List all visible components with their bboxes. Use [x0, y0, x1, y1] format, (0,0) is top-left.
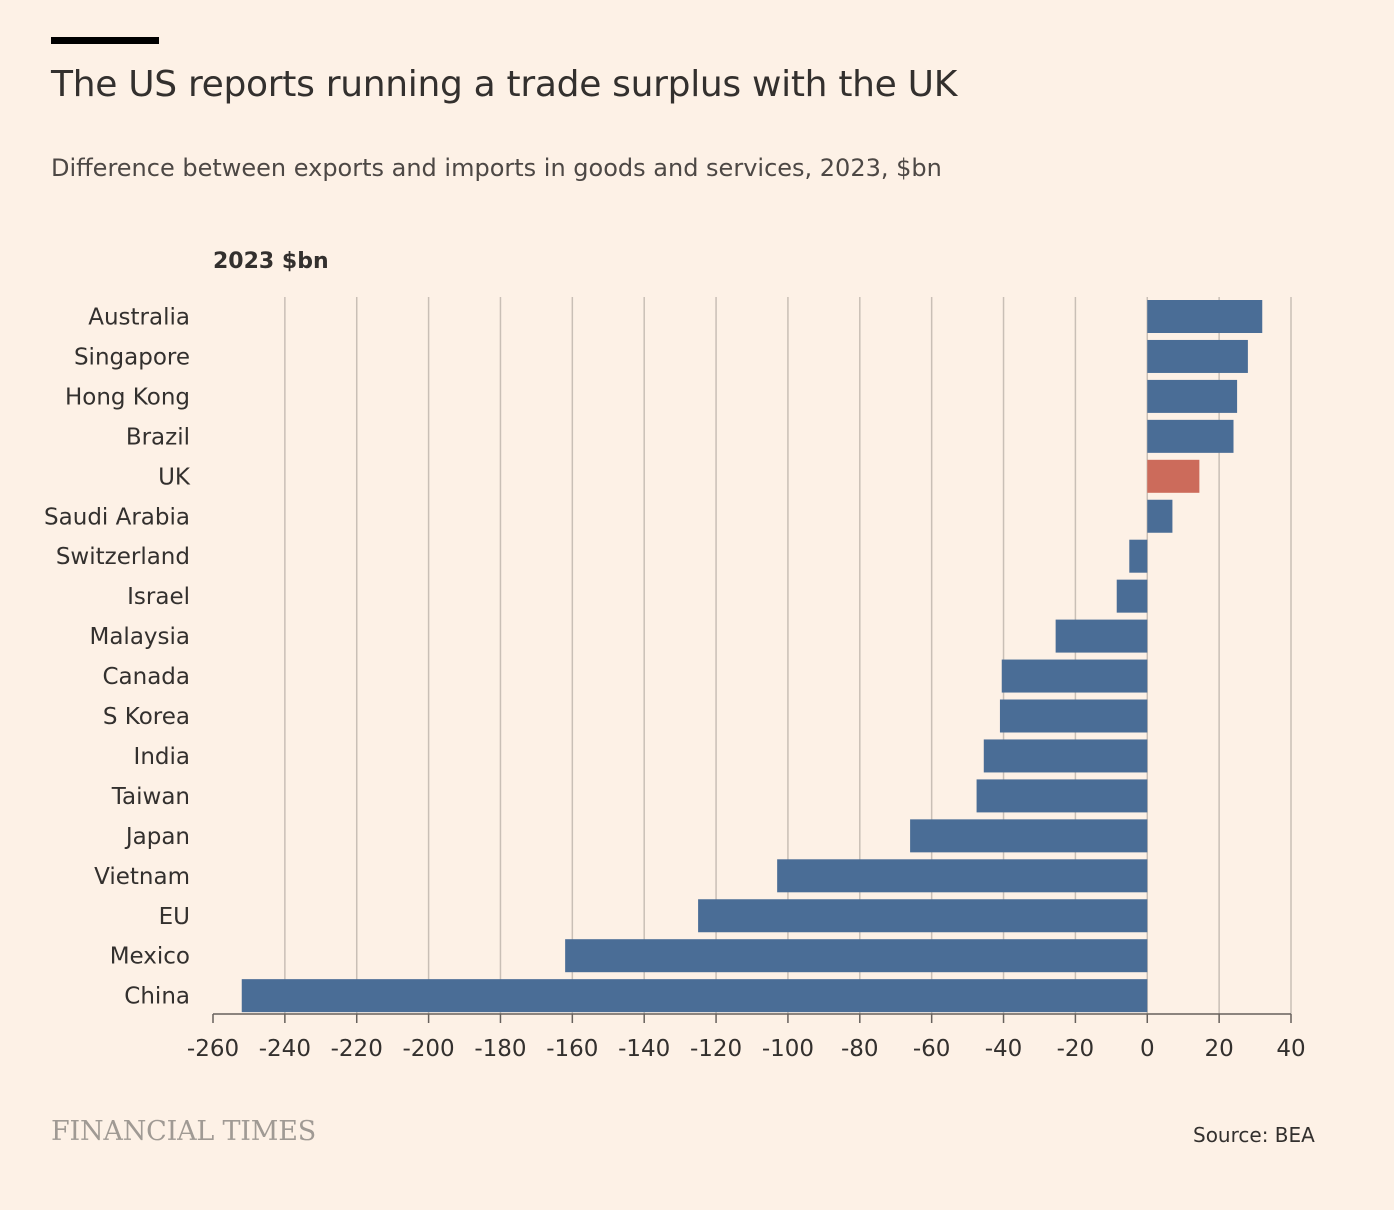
x-tick-label: -80 — [841, 1036, 879, 1062]
bar — [983, 739, 1148, 773]
category-label: China — [124, 984, 190, 1010]
bar — [698, 899, 1148, 933]
bar — [976, 779, 1148, 813]
category-label: Israel — [127, 584, 190, 610]
category-labels: Australia Singapore Hong Kong Brazil UK Saudi… — [44, 305, 191, 1010]
category-label: Australia — [88, 305, 190, 331]
bar — [1055, 619, 1148, 653]
category-label: Singapore — [74, 344, 190, 370]
gridlines — [284, 297, 1292, 1014]
bar — [1116, 579, 1148, 613]
x-tick-label: -180 — [474, 1036, 526, 1062]
category-label: India — [134, 744, 190, 770]
bar-chart: 2023 $bn Australia Singapore Hong Kong Braz… — [44, 249, 1306, 1062]
bars — [241, 300, 1263, 1013]
x-tick-label: -160 — [546, 1036, 598, 1062]
x-tick-label: -20 — [1057, 1036, 1095, 1062]
bar — [1147, 419, 1234, 453]
category-label: Vietnam — [94, 864, 190, 890]
x-tick-label: 0 — [1140, 1036, 1155, 1062]
chart-title: The US reports running a trade surplus w… — [51, 64, 958, 105]
x-tick-label: 20 — [1204, 1036, 1233, 1062]
chart-subtitle: Difference between exports and imports i… — [51, 154, 942, 182]
category-label: Hong Kong — [65, 384, 190, 410]
x-tick-label: -260 — [187, 1036, 239, 1062]
x-tick-label: -100 — [762, 1036, 814, 1062]
bar — [910, 819, 1148, 853]
bar — [1147, 459, 1200, 493]
bar — [1129, 539, 1148, 573]
x-tick-label: 40 — [1276, 1036, 1305, 1062]
x-tick-label: -200 — [402, 1036, 454, 1062]
category-label: Mexico — [110, 944, 190, 970]
header-rule — [51, 37, 159, 44]
x-tick-label: -60 — [913, 1036, 951, 1062]
bar — [1147, 499, 1173, 533]
bar — [241, 979, 1148, 1013]
bar — [999, 699, 1148, 733]
category-label: Switzerland — [56, 544, 190, 570]
ft-logo: FINANCIAL TIMES — [51, 1116, 317, 1147]
category-label: Saudi Arabia — [44, 504, 190, 530]
x-tick-label: -40 — [985, 1036, 1023, 1062]
category-label: Canada — [102, 664, 190, 690]
category-label: Japan — [124, 824, 190, 850]
bar — [1147, 300, 1263, 333]
category-label: Brazil — [126, 424, 190, 450]
category-label: Taiwan — [111, 784, 190, 810]
bar — [777, 859, 1148, 893]
x-tick-label: -220 — [331, 1036, 383, 1062]
x-tick-label: -140 — [618, 1036, 670, 1062]
x-axis: -260 -240 -220 -200 -180 -160 -140 -120 -100 -80-… — [187, 1013, 1306, 1062]
category-label: S Korea — [103, 704, 190, 730]
bar — [1147, 379, 1238, 413]
category-label: UK — [158, 464, 191, 490]
x-tick-label: -240 — [259, 1036, 311, 1062]
axis-unit-label: 2023 $bn — [213, 249, 329, 274]
bar — [565, 939, 1148, 973]
bar — [1001, 659, 1148, 693]
bar — [1147, 339, 1248, 373]
x-tick-label: -120 — [690, 1036, 742, 1062]
source-note: Source: BEA — [1193, 1123, 1315, 1147]
category-label: Malaysia — [89, 624, 190, 650]
category-label: EU — [159, 904, 190, 930]
